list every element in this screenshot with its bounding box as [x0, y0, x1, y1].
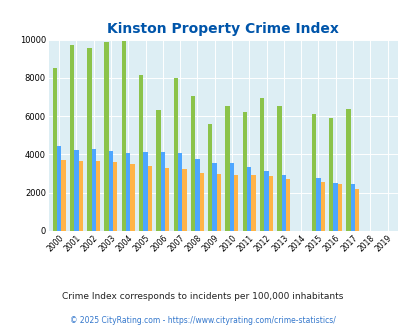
Bar [61, 160, 66, 231]
Bar [182, 169, 186, 231]
Bar [199, 173, 203, 231]
Bar [229, 163, 234, 231]
Bar [251, 176, 255, 231]
Bar [320, 182, 324, 231]
Bar [216, 174, 221, 231]
Bar [113, 162, 117, 231]
Bar [247, 167, 251, 231]
Bar [234, 175, 238, 231]
Bar [104, 42, 109, 231]
Bar [242, 112, 247, 231]
Bar [259, 98, 264, 231]
Bar [345, 109, 350, 231]
Bar [350, 184, 354, 231]
Bar [264, 171, 268, 231]
Bar [354, 189, 358, 231]
Bar [70, 45, 74, 231]
Bar [139, 75, 143, 231]
Bar [337, 184, 341, 231]
Bar [78, 161, 83, 231]
Bar [96, 161, 100, 231]
Bar [177, 152, 182, 231]
Bar [126, 152, 130, 231]
Bar [143, 151, 147, 231]
Bar [225, 106, 229, 231]
Bar [190, 96, 195, 231]
Bar [147, 166, 151, 231]
Bar [130, 164, 134, 231]
Bar [328, 118, 333, 231]
Bar [91, 149, 96, 231]
Bar [109, 150, 113, 231]
Bar [285, 179, 290, 231]
Bar [87, 48, 91, 231]
Bar [281, 175, 285, 231]
Bar [311, 114, 315, 231]
Bar [173, 78, 177, 231]
Bar [212, 163, 216, 231]
Bar [164, 168, 169, 231]
Bar [315, 178, 320, 231]
Bar [57, 146, 61, 231]
Bar [195, 159, 199, 231]
Bar [268, 177, 272, 231]
Bar [74, 150, 78, 231]
Bar [53, 68, 57, 231]
Bar [333, 183, 337, 231]
Text: Crime Index corresponds to incidents per 100,000 inhabitants: Crime Index corresponds to incidents per… [62, 292, 343, 301]
Text: © 2025 CityRating.com - https://www.cityrating.com/crime-statistics/: © 2025 CityRating.com - https://www.city… [70, 316, 335, 325]
Bar [208, 124, 212, 231]
Title: Kinston Property Crime Index: Kinston Property Crime Index [107, 22, 339, 36]
Bar [277, 106, 281, 231]
Bar [122, 41, 126, 231]
Bar [160, 151, 164, 231]
Bar [156, 111, 160, 231]
